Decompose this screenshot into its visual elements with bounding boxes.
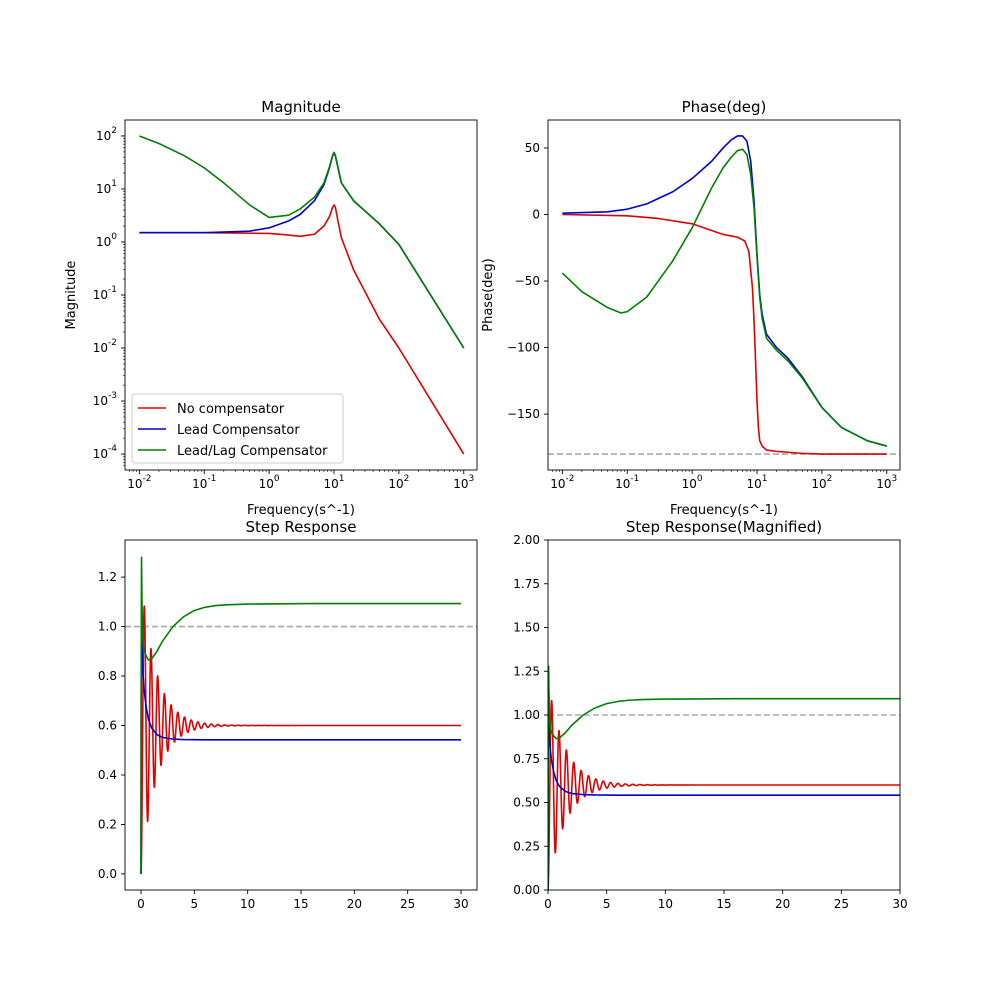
- x-tick-label: 20: [775, 897, 790, 911]
- legend-label-lead-compensator: Lead Compensator: [177, 423, 300, 438]
- y-tick-label: 1.2: [98, 570, 117, 584]
- x-tick-label: 30: [892, 897, 907, 911]
- x-tick-label: 5: [191, 897, 199, 911]
- chart-step: 0 5 10 15 20 25 30 0.0 0.2 0.4 0.6 0.8 1.0 1.2 Step Re…: [98, 518, 478, 911]
- y-tick-label: 1.75: [513, 577, 540, 591]
- x-axis-label: Frequency(s^-1): [247, 503, 355, 518]
- x-tick-label: 15: [716, 897, 731, 911]
- x-axis-label: Frequency(s^-1): [670, 503, 778, 518]
- series-line-no-compensator: [139, 204, 465, 455]
- series-line-lead-compensator: [139, 152, 465, 349]
- plot-frame: [547, 119, 901, 471]
- y-tick-label: 100: [96, 232, 117, 249]
- series-line-lead-lag-compensator: [140, 556, 461, 874]
- y-tick-label: 1.00: [513, 708, 540, 722]
- x-tick-label: 100: [682, 474, 703, 491]
- y-tick-label: 0.50: [513, 796, 540, 810]
- legend: No compensator Lead Compensator Lead/Lag C…: [131, 393, 344, 464]
- x-tick-label: 101: [324, 474, 345, 491]
- series-line-lead-lag-compensator: [561, 148, 887, 447]
- chart-step-magnified: 0 5 10 15 20 25 30 0.00 0.25 0.50 0.75 1.00 1.25 1.50…: [513, 518, 907, 911]
- series-line-lead-compensator: [562, 135, 887, 447]
- x-tick-label: 10-1: [615, 474, 639, 491]
- y-tick-label: −150: [507, 407, 540, 421]
- y-tick-label: 10-1: [93, 285, 117, 302]
- x-tick-label: 10: [240, 897, 255, 911]
- y-tick-label: 101: [96, 179, 117, 196]
- y-tick-label: 1.50: [513, 621, 540, 635]
- y-tick-label: 1.0: [98, 620, 117, 634]
- series-line-no-compensator: [140, 605, 462, 874]
- x-tick-label: 10-2: [127, 474, 151, 491]
- y-tick-label: 0.4: [98, 768, 117, 782]
- series-line-no-compensator: [548, 699, 900, 890]
- legend-label-no-compensator: No compensator: [177, 402, 285, 417]
- y-tick-label: 0.2: [98, 817, 117, 831]
- y-tick-label: 0.75: [513, 752, 540, 766]
- y-tick-label: 0.6: [98, 719, 117, 733]
- x-tick-label: 0: [137, 897, 145, 911]
- y-tick-label: 0.8: [98, 669, 117, 683]
- y-axis-label: Magnitude: [64, 261, 79, 330]
- chart-magnitude: 10-2 10-1 100 101 102 103 10-4 10-3 10-2 10-1 100 1…: [64, 98, 478, 518]
- x-tick-label: 20: [347, 897, 362, 911]
- x-tick-label: 25: [834, 897, 849, 911]
- y-tick-label: 50: [525, 141, 540, 155]
- series-line-lead-compensator: [140, 613, 461, 874]
- x-tick-label: 0: [544, 897, 552, 911]
- chart-title: Step Response(Magnified): [626, 518, 822, 536]
- series-line-lead-compensator: [548, 705, 900, 890]
- y-tick-label: 102: [96, 126, 117, 143]
- chart-title: Magnitude: [261, 98, 340, 116]
- series-line-no-compensator: [562, 213, 887, 455]
- legend-label-lead-lag-compensator: Lead/Lag Compensator: [177, 444, 328, 459]
- x-tick-label: 25: [400, 897, 415, 911]
- x-tick-label: 101: [747, 474, 768, 491]
- x-tick-label: 15: [293, 897, 308, 911]
- y-tick-label: 1.25: [513, 664, 540, 678]
- y-axis-label: Phase(deg): [481, 258, 496, 331]
- legend-box: [131, 393, 344, 464]
- x-tick-label: 103: [453, 474, 474, 491]
- chart-title: Step Response: [246, 518, 357, 536]
- x-tick-label: 102: [811, 474, 832, 491]
- x-tick-label: 10: [658, 897, 673, 911]
- y-tick-label: 10-3: [93, 391, 117, 408]
- chart-title: Phase(deg): [682, 98, 767, 116]
- x-tick-label: 102: [388, 474, 409, 491]
- x-tick-label: 100: [259, 474, 280, 491]
- chart-phase: 10-2 10-1 100 101 102 103 −150 −100 −50 0 50 Phase(…: [481, 98, 901, 518]
- x-tick-label: 103: [876, 474, 897, 491]
- y-tick-label: 2.00: [513, 533, 540, 547]
- series-line-lead-lag-compensator: [548, 665, 900, 890]
- y-tick-label: 0.00: [513, 883, 540, 897]
- y-tick-label: 0.0: [98, 867, 117, 881]
- y-tick-label: −50: [515, 274, 540, 288]
- x-tick-label: 10-2: [550, 474, 574, 491]
- y-tick-label: 10-2: [93, 338, 117, 355]
- y-tick-label: 0.25: [513, 839, 540, 853]
- y-tick-label: 10-4: [93, 444, 118, 461]
- y-tick-label: −100: [507, 341, 540, 355]
- x-tick-label: 10-1: [192, 474, 216, 491]
- x-tick-label: 30: [453, 897, 468, 911]
- series-line-lead-lag-compensator: [139, 135, 465, 349]
- y-tick-label: 0: [532, 207, 540, 221]
- x-tick-label: 5: [603, 897, 611, 911]
